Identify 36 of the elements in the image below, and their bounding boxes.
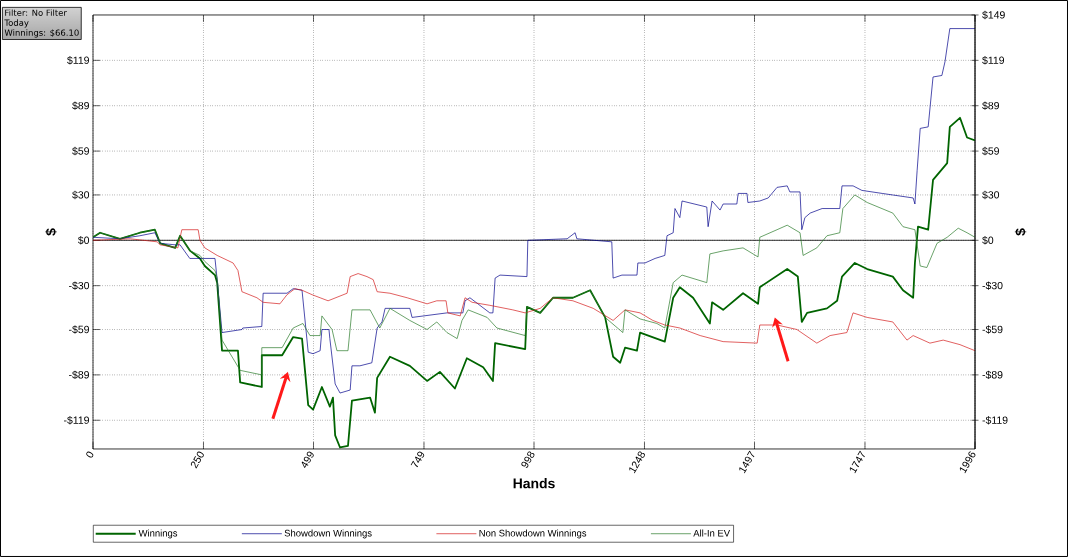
y2-tick-label: -$30 [982,281,1003,290]
y-tick-label: $119 [67,56,89,65]
text: Winnings: $66.10 [4,29,79,38]
text: Filter: No Filter [5,9,67,16]
line-series [93,116,976,449]
y2-tick-label: $89 [982,101,999,110]
y-tick-label: $89 [72,101,89,110]
y-tick-label: $30 [72,190,90,200]
y2-axis-title: $ [1014,228,1027,236]
y-axis-title: $ [45,228,57,236]
y2-tick-label: -$59 [982,325,1003,334]
legend-label: Non Showdown Winnings [479,529,587,539]
legend-label: Showdown Winnings [284,529,372,539]
y-tick-label: -$119 [63,416,89,425]
y-tick-label: -$30 [69,281,90,290]
y-tick-label: -$89 [69,370,89,380]
y-tick-label: $59 [72,146,89,156]
y2-tick-label: $0 [982,236,994,245]
y-tick-label: $0 [77,236,90,245]
y2-tick-label: -$119 [982,416,1008,425]
x-tick-label: 0 [86,451,94,458]
x-tick-label: 499 [301,451,314,468]
y2-tick-label: -$89 [982,370,1003,380]
line-series [93,229,976,352]
y2-tick-label: $149 [982,10,1005,20]
legend-label: Winnings [138,529,178,539]
legend-label: All-In EV [693,529,731,537]
x-tick-label: 998 [521,451,535,468]
line-series [93,194,976,376]
x-axis-title: Hands [513,478,555,489]
y2-tick-label: $59 [982,146,999,156]
y2-tick-label: $119 [982,56,1005,65]
y2-tick-label: $30 [982,190,1000,200]
y-tick-label: -$59 [69,325,89,334]
text: Today [4,19,29,28]
x-tick-label: 749 [410,451,425,468]
